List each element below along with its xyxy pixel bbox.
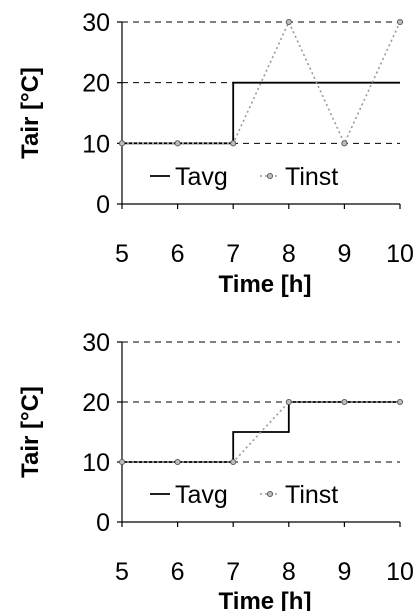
data-point-tinst	[174, 458, 181, 466]
x-tick-label: 9	[337, 558, 351, 586]
legend-label-tavg: Tavg	[175, 481, 228, 509]
x-tick-label: 8	[282, 240, 296, 268]
series-line-tinst	[122, 401, 400, 463]
data-point-tinst	[174, 140, 181, 147]
y-tick-label: 20	[82, 389, 110, 417]
data-point-tinst	[118, 140, 126, 147]
data-point-tinst	[396, 398, 404, 406]
legend-label-tavg: Tavg	[175, 163, 228, 191]
series-line-tinst	[122, 20, 401, 146]
x-tick-label: 10	[386, 240, 414, 268]
data-point-tinst	[341, 140, 348, 147]
x-axis-title: Time [h]	[219, 588, 312, 611]
y-tick-label: 0	[96, 509, 110, 537]
chart-panel-2: 0 10 20 30 5 6 7 8 9 10 Time [h] Tair [°C] Tavg Tinst	[17, 329, 414, 611]
legend: Tavg Tinst	[150, 163, 338, 191]
x-axis-title: Time [h]	[219, 271, 312, 298]
legend-marker-tinst	[266, 490, 274, 498]
y-tick-label: 10	[82, 130, 110, 158]
x-tick-label: 7	[226, 558, 240, 586]
series-line-tavg	[122, 401, 400, 463]
x-tick-label: 10	[386, 558, 414, 586]
data-point-tinst	[285, 18, 292, 26]
legend: Tavg Tinst	[150, 481, 338, 509]
x-tick-label: 9	[337, 240, 351, 268]
data-point-tinst	[230, 140, 237, 147]
data-point-tinst	[396, 18, 404, 26]
data-point-tinst	[285, 398, 292, 406]
x-tick-label: 7	[226, 240, 240, 268]
data-point-tinst	[118, 458, 126, 466]
x-tick-label: 5	[115, 240, 129, 268]
y-axis-title: Tair [°C]	[17, 386, 44, 478]
chart-panel-1: 0 10 20 30 5 6 7 8 9 10 Time [h] Tair [°C] Tavg Tinst	[17, 9, 414, 298]
x-tick-label: 6	[171, 240, 185, 268]
x-tick-label: 8	[282, 558, 296, 586]
legend-label-tinst: Tinst	[285, 481, 338, 509]
y-tick-label: 30	[82, 329, 110, 357]
y-tick-label: 30	[82, 9, 110, 37]
x-tick-label: 5	[115, 558, 129, 586]
y-tick-label: 10	[82, 449, 110, 477]
data-point-tinst	[341, 398, 348, 406]
y-tick-label: 20	[82, 70, 110, 98]
y-tick-label: 0	[96, 191, 110, 219]
y-axis-title: Tair [°C]	[17, 67, 44, 159]
legend-label-tinst: Tinst	[285, 163, 338, 191]
data-point-tinst	[230, 458, 237, 466]
legend-marker-tinst	[266, 172, 274, 180]
x-tick-label: 6	[171, 558, 185, 586]
